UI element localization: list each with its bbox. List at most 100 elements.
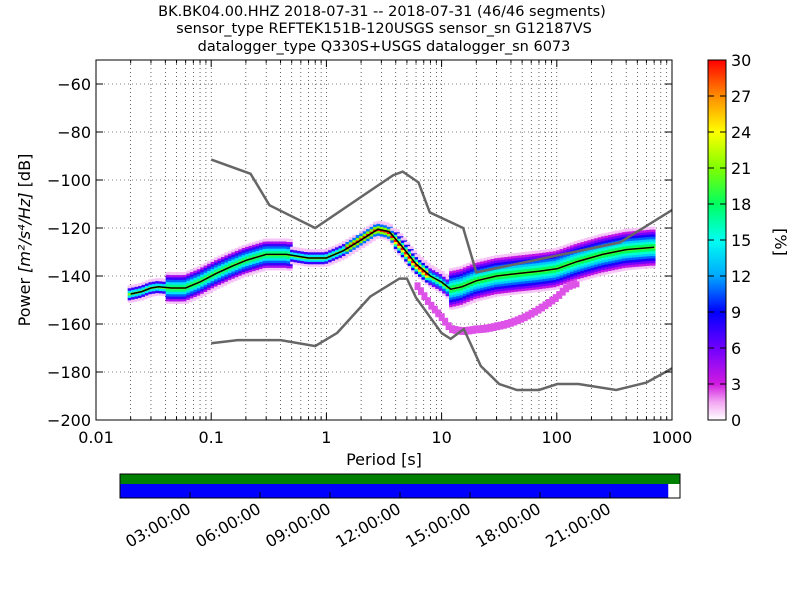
density-cell <box>583 269 590 273</box>
density-cell <box>234 269 241 273</box>
density-cell <box>452 328 459 332</box>
density-cell <box>200 283 207 287</box>
density-cell <box>507 289 514 293</box>
density-cell <box>189 288 196 292</box>
density-cell <box>431 281 438 285</box>
density-cell <box>252 268 259 272</box>
density-cell <box>352 244 359 248</box>
density-cell <box>611 238 618 242</box>
density-cell <box>428 267 435 271</box>
density-cell <box>252 270 259 274</box>
density-cell <box>604 254 611 258</box>
density-cell <box>532 282 539 286</box>
density-cell <box>366 226 373 230</box>
density-cell <box>424 277 431 281</box>
density-cell <box>335 253 342 257</box>
density-cell <box>279 245 286 249</box>
density-cell <box>165 281 172 285</box>
density-cell <box>521 285 528 289</box>
density-cell <box>393 234 400 238</box>
density-cell <box>469 263 476 267</box>
density-cell <box>424 274 431 278</box>
density-cell <box>563 284 570 288</box>
density-cell <box>646 265 653 269</box>
density-cell <box>189 290 196 294</box>
density-cell <box>597 267 604 271</box>
density-cell <box>335 246 342 250</box>
density-cell <box>483 262 490 266</box>
density-cell <box>196 275 203 279</box>
density-cell <box>514 281 521 285</box>
density-cell <box>290 249 297 253</box>
density-cell <box>632 259 639 263</box>
density-cell <box>549 251 556 255</box>
density-cell <box>476 276 483 280</box>
density-cell <box>449 292 456 296</box>
density-cell <box>317 249 324 253</box>
density-cell <box>393 248 400 252</box>
density-cell <box>176 288 183 292</box>
density-cell <box>473 293 480 297</box>
density-cell <box>369 233 376 237</box>
density-cell <box>248 252 255 256</box>
density-cell <box>552 284 559 288</box>
density-cell <box>265 238 272 242</box>
density-cell <box>504 290 511 294</box>
x-tick-label: 0.01 <box>78 428 114 447</box>
density-cell <box>476 266 483 270</box>
density-cell <box>279 267 286 271</box>
density-cell <box>262 267 269 271</box>
density-cell <box>386 226 393 230</box>
density-cell <box>186 280 193 284</box>
density-cell <box>618 265 625 269</box>
density-cell <box>511 253 518 257</box>
density-cell <box>570 285 577 289</box>
density-cell <box>210 266 217 270</box>
density-cell <box>487 271 494 275</box>
density-cell <box>466 284 473 288</box>
density-cell <box>234 267 241 271</box>
density-cell <box>639 234 646 238</box>
density-cell <box>231 278 238 282</box>
density-cell <box>487 292 494 296</box>
density-cell <box>165 295 172 299</box>
density-cell <box>127 290 134 294</box>
density-cell <box>545 273 552 277</box>
density-cell <box>570 271 577 275</box>
density-cell <box>262 248 269 252</box>
density-cell <box>552 257 559 261</box>
density-cell <box>165 288 172 292</box>
density-cell <box>303 258 310 262</box>
density-cell <box>608 258 615 262</box>
density-cell <box>189 297 196 301</box>
density-cell <box>611 248 618 252</box>
density-cell <box>518 290 525 294</box>
density-cell <box>542 276 549 280</box>
density-cell <box>587 241 594 245</box>
density-cell <box>162 278 169 282</box>
density-cell <box>583 245 590 249</box>
density-cell <box>341 243 348 247</box>
density-cell <box>428 272 435 276</box>
density-cell <box>511 255 518 259</box>
density-cell <box>438 318 445 322</box>
density-cell <box>283 245 290 249</box>
density-cell <box>469 273 476 277</box>
density-cell <box>345 253 352 257</box>
density-cell <box>151 290 158 294</box>
density-cell <box>276 250 283 254</box>
density-cell <box>431 272 438 276</box>
density-cell <box>314 263 321 267</box>
density-cell <box>241 252 248 256</box>
density-cell <box>480 294 487 298</box>
density-cell <box>176 274 183 278</box>
density-cell <box>373 224 380 228</box>
density-cell <box>386 223 393 227</box>
density-cell <box>538 254 545 258</box>
density-cell <box>583 242 590 246</box>
density-cell <box>476 325 483 329</box>
density-cell <box>165 276 172 280</box>
density-cell <box>449 280 456 284</box>
density-cell <box>172 284 179 288</box>
density-cell <box>193 274 200 278</box>
